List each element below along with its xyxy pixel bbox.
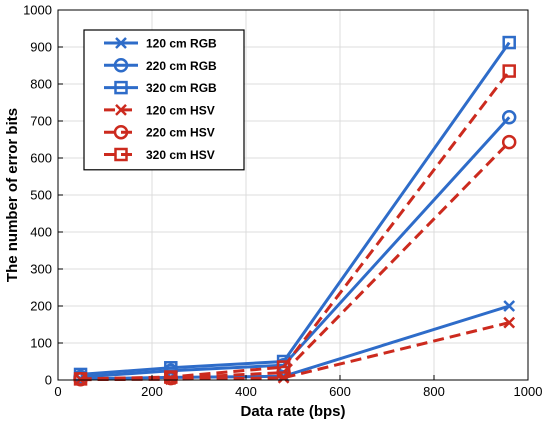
y-tick-label: 300 bbox=[30, 262, 52, 277]
legend-marker bbox=[114, 147, 128, 162]
series-6 bbox=[73, 64, 516, 386]
x-tick-label: 200 bbox=[141, 384, 163, 399]
series-line bbox=[80, 116, 511, 379]
legend-item: 320 cm HSV bbox=[104, 147, 215, 162]
legend-item: 220 cm HSV bbox=[104, 124, 215, 140]
data-point bbox=[503, 300, 516, 312]
series-line bbox=[80, 41, 511, 376]
data-point bbox=[501, 110, 517, 125]
data-point bbox=[502, 64, 516, 78]
y-axis-label: The number of error bits bbox=[4, 108, 21, 282]
data-point bbox=[164, 370, 178, 384]
legend-label: 320 cm HSV bbox=[146, 148, 215, 162]
marker-stroke bbox=[503, 316, 516, 329]
legend-marker bbox=[113, 58, 129, 73]
y-tick-label: 1000 bbox=[23, 3, 52, 18]
marker-stroke bbox=[115, 104, 127, 116]
legend-label: 120 cm RGB bbox=[146, 37, 217, 51]
legend-item: 120 cm RGB bbox=[104, 37, 217, 51]
x-tick-label: 800 bbox=[423, 384, 445, 399]
data-point bbox=[276, 360, 291, 374]
y-tick-label: 800 bbox=[30, 77, 52, 92]
legend-item: 220 cm RGB bbox=[104, 58, 217, 73]
y-tick-label: 900 bbox=[30, 40, 52, 55]
y-tick-label: 700 bbox=[30, 114, 52, 129]
legend-marker bbox=[113, 124, 129, 140]
data-point bbox=[502, 35, 516, 50]
x-tick-label: 400 bbox=[235, 384, 257, 399]
legend-item: 120 cm HSV bbox=[104, 103, 215, 117]
data-point bbox=[73, 372, 88, 386]
series-layer bbox=[73, 35, 517, 387]
legend-item: 320 cm RGB bbox=[104, 80, 217, 95]
x-tick-label: 1000 bbox=[514, 384, 543, 399]
legend-label: 220 cm HSV bbox=[146, 126, 215, 140]
series-line bbox=[80, 70, 511, 381]
grid bbox=[57, 9, 529, 381]
legend-marker bbox=[115, 104, 127, 116]
y-tick-label: 0 bbox=[45, 373, 52, 388]
data-point bbox=[501, 134, 517, 150]
legend-marker bbox=[114, 80, 128, 95]
legend-label: 120 cm HSV bbox=[146, 103, 215, 117]
y-tick-label: 400 bbox=[30, 225, 52, 240]
legend-box bbox=[83, 29, 245, 171]
y-tick-label: 200 bbox=[30, 299, 52, 314]
x-tick-label: 0 bbox=[54, 384, 61, 399]
legend-label: 220 cm RGB bbox=[146, 59, 217, 73]
y-tick-label: 100 bbox=[30, 336, 52, 351]
x-axis-label: Data rate (bps) bbox=[240, 403, 345, 420]
series-line bbox=[80, 141, 511, 381]
legend-label: 320 cm RGB bbox=[146, 81, 217, 95]
x-tick-label: 600 bbox=[329, 384, 351, 399]
y-tick-label: 600 bbox=[30, 151, 52, 166]
marker-stroke bbox=[503, 300, 516, 312]
series-line bbox=[80, 321, 510, 382]
legend-marker bbox=[115, 37, 127, 49]
legend: 120 cm RGB 220 cm RGB 320 cm RGB 120 cm HSV… bbox=[83, 29, 245, 171]
tick-labels: 0 200 400 600 800 1000 0 100 200 300 400 500 600 700 8… bbox=[23, 3, 542, 400]
y-tick-label: 500 bbox=[30, 188, 52, 203]
marker-stroke bbox=[115, 37, 127, 49]
data-point bbox=[503, 316, 516, 329]
